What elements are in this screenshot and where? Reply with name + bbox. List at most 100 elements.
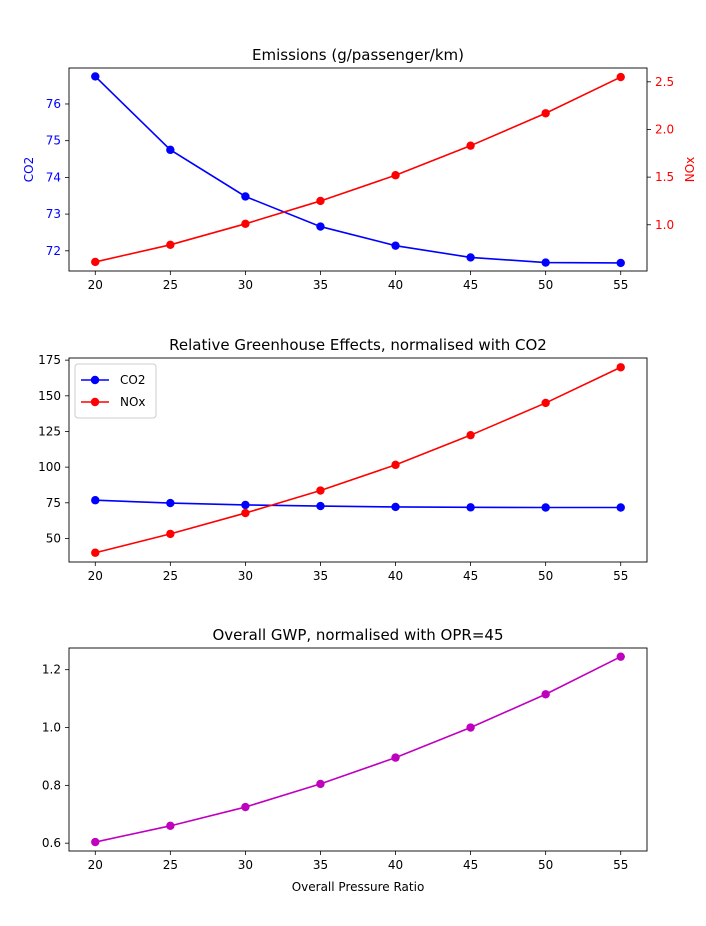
series-0-point [616, 258, 625, 268]
co2-point [241, 500, 250, 510]
y-right-tick-label: 1.5 [655, 170, 674, 184]
y-tick-label: 100 [38, 460, 61, 474]
y-left-tick-label: 72 [46, 244, 61, 258]
x-tick-label: 40 [388, 278, 403, 292]
x-tick-label: 40 [388, 858, 403, 872]
series-0-point [166, 145, 175, 155]
series-0-point [316, 779, 325, 789]
legend: CO2 NOx [74, 363, 157, 419]
y-tick-label: 0.6 [42, 836, 61, 850]
series-1-point [391, 171, 400, 180]
series-0-point [541, 690, 550, 699]
series-1-point [466, 141, 475, 150]
nox-point [91, 548, 100, 557]
series-0-point [166, 821, 175, 831]
x-tick-label: 55 [613, 569, 628, 583]
x-tick-label: 25 [163, 858, 178, 872]
co2-point [91, 496, 100, 505]
x-tick-label: 55 [613, 278, 628, 292]
x-tick-label: 30 [238, 858, 253, 872]
nox-point [541, 398, 550, 408]
series-0-point [466, 723, 475, 732]
series-1-point [316, 196, 325, 206]
x-tick-label: 35 [313, 858, 328, 872]
series-0-point [91, 837, 100, 847]
x-tick-label: 45 [463, 278, 478, 292]
x-tick-label: 25 [163, 278, 178, 292]
y-tick-label: 125 [38, 424, 61, 438]
legend-swatch-marker [90, 397, 100, 407]
chart-title: Emissions (g/passenger/km) [252, 46, 464, 64]
nox-point [166, 529, 175, 539]
series-0-point [241, 192, 250, 201]
y-tick-label: 1.0 [42, 721, 61, 735]
x-tick-label: 30 [238, 278, 253, 292]
series-0-point [391, 753, 400, 762]
y-right-tick-label: 2.0 [655, 122, 674, 136]
x-tick-label: 45 [463, 569, 478, 583]
x-tick-label: 20 [88, 278, 103, 292]
y-tick-label: 0.8 [42, 778, 61, 792]
co2-point [391, 502, 400, 512]
x-tick-label: 50 [538, 569, 553, 583]
x-tick-label: 40 [388, 569, 403, 583]
series-1-point [91, 257, 100, 267]
series-1-point [541, 109, 550, 118]
y-right-tick-label: 2.5 [655, 75, 674, 89]
y-tick-label: 75 [46, 496, 61, 510]
emissions-panel: Emissions (g/passenger/km) 20 25 30 35 40 45 50… [22, 46, 697, 292]
series-1-point [166, 240, 175, 249]
y-left-tick-label: 73 [46, 207, 61, 221]
co2-point [316, 501, 325, 511]
greenhouse-effects-panel: Relative Greenhouse Effects, normalised … [38, 336, 648, 583]
co2-point [166, 498, 175, 508]
co2-point [616, 503, 625, 512]
series-0-point [391, 241, 400, 250]
series-0-point [616, 652, 625, 661]
x-tick-label: 50 [538, 858, 553, 872]
chart-title: Overall GWP, normalised with OPR=45 [213, 626, 504, 644]
x-tick-label: 25 [163, 569, 178, 583]
co2-point [541, 503, 550, 512]
y-left-tick-label: 74 [46, 170, 61, 184]
x-tick-label: 55 [613, 858, 628, 872]
y-left-tick-label: 76 [46, 97, 61, 111]
x-tick-label: 30 [238, 569, 253, 583]
legend-swatch-marker [90, 375, 100, 385]
x-tick-label: 50 [538, 278, 553, 292]
nox-point [616, 363, 625, 372]
overall-gwp-panel: Overall GWP, normalised with OPR=45 20 25 3… [42, 626, 648, 894]
x-tick-label: 20 [88, 858, 103, 872]
nox-line [95, 366, 622, 554]
series-0-line [95, 655, 622, 843]
series-1-point [616, 72, 625, 82]
nox-point [391, 460, 400, 470]
series-0-point [241, 802, 250, 812]
y-tick-label: 50 [46, 531, 61, 545]
x-tick-label: 35 [313, 569, 328, 583]
x-axis-label: Overall Pressure Ratio [292, 880, 425, 894]
nox-point [316, 486, 325, 495]
plot-frame [68, 357, 648, 563]
y-right-axis-label: NOx [683, 157, 697, 183]
series-1-point [241, 219, 250, 229]
series-0-point [466, 253, 475, 262]
co2-point [466, 503, 475, 512]
co2-line [95, 499, 621, 509]
legend-label: NOx [120, 395, 146, 409]
plot-frame [68, 67, 648, 272]
nox-point [241, 508, 250, 518]
series-0-line [94, 75, 621, 264]
nox-point [466, 430, 475, 440]
series-0-point [91, 72, 100, 81]
x-tick-label: 45 [463, 858, 478, 872]
y-right-tick-label: 1.0 [655, 218, 674, 232]
y-tick-label: 175 [38, 353, 61, 367]
y-tick-label: 1.2 [42, 663, 61, 677]
series-1-line [95, 76, 622, 263]
series-0-point [316, 222, 325, 231]
y-left-axis-label: CO2 [22, 157, 36, 182]
plot-frame [68, 647, 648, 852]
x-tick-label: 35 [313, 278, 328, 292]
